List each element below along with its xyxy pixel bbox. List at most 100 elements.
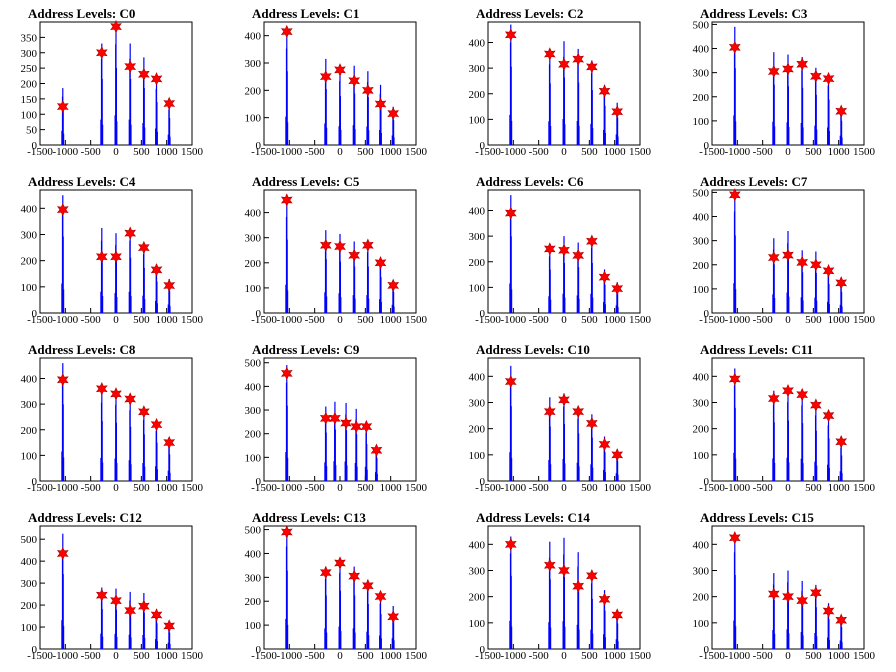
chart-panel: Address Levels: C3 0 100 200 300 400 500 -1500-… [672,0,896,168]
y-tick-label: 200 [21,600,38,612]
peak-star-marker [504,374,517,389]
y-tick-label: 150 [21,94,38,106]
peak-star-marker [767,391,780,406]
x-tick-label: -1000 [500,314,526,326]
bar-cluster [364,424,368,481]
peak-star-marker [728,372,741,386]
x-tick-label: -1000 [52,314,78,326]
bar-cluster [391,606,395,649]
bar-cluster [814,403,818,481]
x-tick-label: 500 [357,650,374,662]
y-tick-label: 400 [693,212,710,224]
bar-cluster [142,409,146,481]
y-tick-label: 200 [469,89,486,101]
x-tick-label: 1500 [405,650,428,662]
peak-star-marker [362,83,374,98]
chart-panel: Address Levels: C15 0 100 200 300 400 -1500 -10… [672,504,896,672]
x-tick-label: -1000 [724,650,750,662]
peak-star-marker [504,537,517,552]
peak-star-marker [611,281,624,296]
bar-cluster [379,595,382,649]
chart-title: Address Levels: C14 [476,510,590,525]
peak-star-marker [387,106,400,121]
x-tick-label: 1000 [604,146,627,158]
peak-star-marker [387,278,400,293]
peak-star-marker [124,226,137,240]
x-tick-label: 1000 [156,650,179,662]
y-tick-label: 400 [469,371,486,383]
y-tick-label: 100 [693,116,710,128]
x-tick-label: 500 [133,482,150,494]
x-tick-label: 500 [357,482,374,494]
x-tick-label: 0 [113,146,119,158]
y-tick-label: 0 [32,140,38,152]
peak-star-marker [728,531,741,545]
x-tick-label: 500 [357,146,374,158]
x-tick-label: 1000 [828,482,851,494]
bar-cluster [128,591,132,649]
peak-star-marker [56,373,69,387]
chart-panel: Address Levels: C11 0 100 200 300 400 -1500 -10… [672,336,896,504]
peak-star-marker [782,589,794,604]
y-tick-label: 0 [32,644,38,656]
y-tick-label: 400 [245,31,262,43]
y-tick-label: 100 [469,618,486,630]
bar-cluster [786,231,790,313]
x-tick-label: 500 [133,314,150,326]
y-tick-label: 100 [245,452,262,464]
peak-star-marker [95,46,108,60]
bar-cluster [548,50,552,145]
peak-star-marker [543,47,556,61]
chart-svg: 0 100 200 300 400 500 -1500 -1000 -500 0 500 1000 15… [245,525,428,662]
y-tick-label: 300 [245,405,262,417]
y-tick-label: 0 [704,644,710,656]
chart-title: Address Levels: C15 [700,510,814,525]
x-tick-label: 1500 [629,146,652,158]
y-tick-label: 500 [693,19,710,31]
bar-cluster [590,414,594,481]
chart-panel: Address Levels: C6 0 100 200 300 400 -1500 -100… [448,168,672,336]
y-tick-label: 0 [704,308,710,320]
peak-star-marker [150,72,163,86]
x-tick-label: 0 [561,146,567,158]
x-tick-label: -500 [753,482,774,494]
peak-star-marker [611,448,624,462]
x-tick-label: -1500 [475,650,501,662]
x-tick-label: 1500 [629,650,652,662]
y-tick-label: 300 [469,63,486,75]
peak-star-marker [350,419,363,434]
y-tick-label: 100 [21,450,38,462]
bar-cluster [167,103,171,145]
peak-star-marker [348,248,361,263]
y-tick-label: 300 [693,68,710,80]
peak-star-marker [822,264,835,278]
bar-cluster [772,390,776,481]
y-tick-label: 400 [693,371,710,383]
x-tick-label: -1500 [27,314,53,326]
x-tick-label: -1500 [699,314,725,326]
peak-star-marker [374,256,387,270]
peak-star-marker [796,57,809,71]
y-tick-label: 200 [469,424,486,436]
y-tick-label: 100 [693,284,710,296]
x-tick-label: -1000 [276,146,302,158]
x-tick-label: 500 [581,482,598,494]
y-tick-label: 100 [21,622,38,634]
chart-svg: 0 100 200 300 400 500 -1500 -1000 -500 0 500 1000 15… [245,357,428,494]
y-tick-label: 0 [32,308,38,320]
y-tick-label: 300 [693,565,710,577]
x-tick-label: 0 [337,482,343,494]
peak-star-marker [163,435,176,450]
y-tick-label: 300 [21,399,38,411]
y-tick-label: 300 [21,578,38,590]
y-tick-label: 200 [245,85,262,97]
chart-svg: 0 100 200 300 400 500 -1500 -1000 -500 0 500 1000 15… [693,187,876,326]
y-tick-label: 100 [693,450,710,462]
y-tick-label: 300 [693,397,710,409]
x-tick-label: 1000 [604,650,627,662]
y-tick-label: 400 [469,38,486,50]
peak-star-marker [558,393,570,407]
bar-cluster [114,26,118,145]
x-tick-label: 0 [337,314,343,326]
x-tick-label: 1500 [853,482,876,494]
